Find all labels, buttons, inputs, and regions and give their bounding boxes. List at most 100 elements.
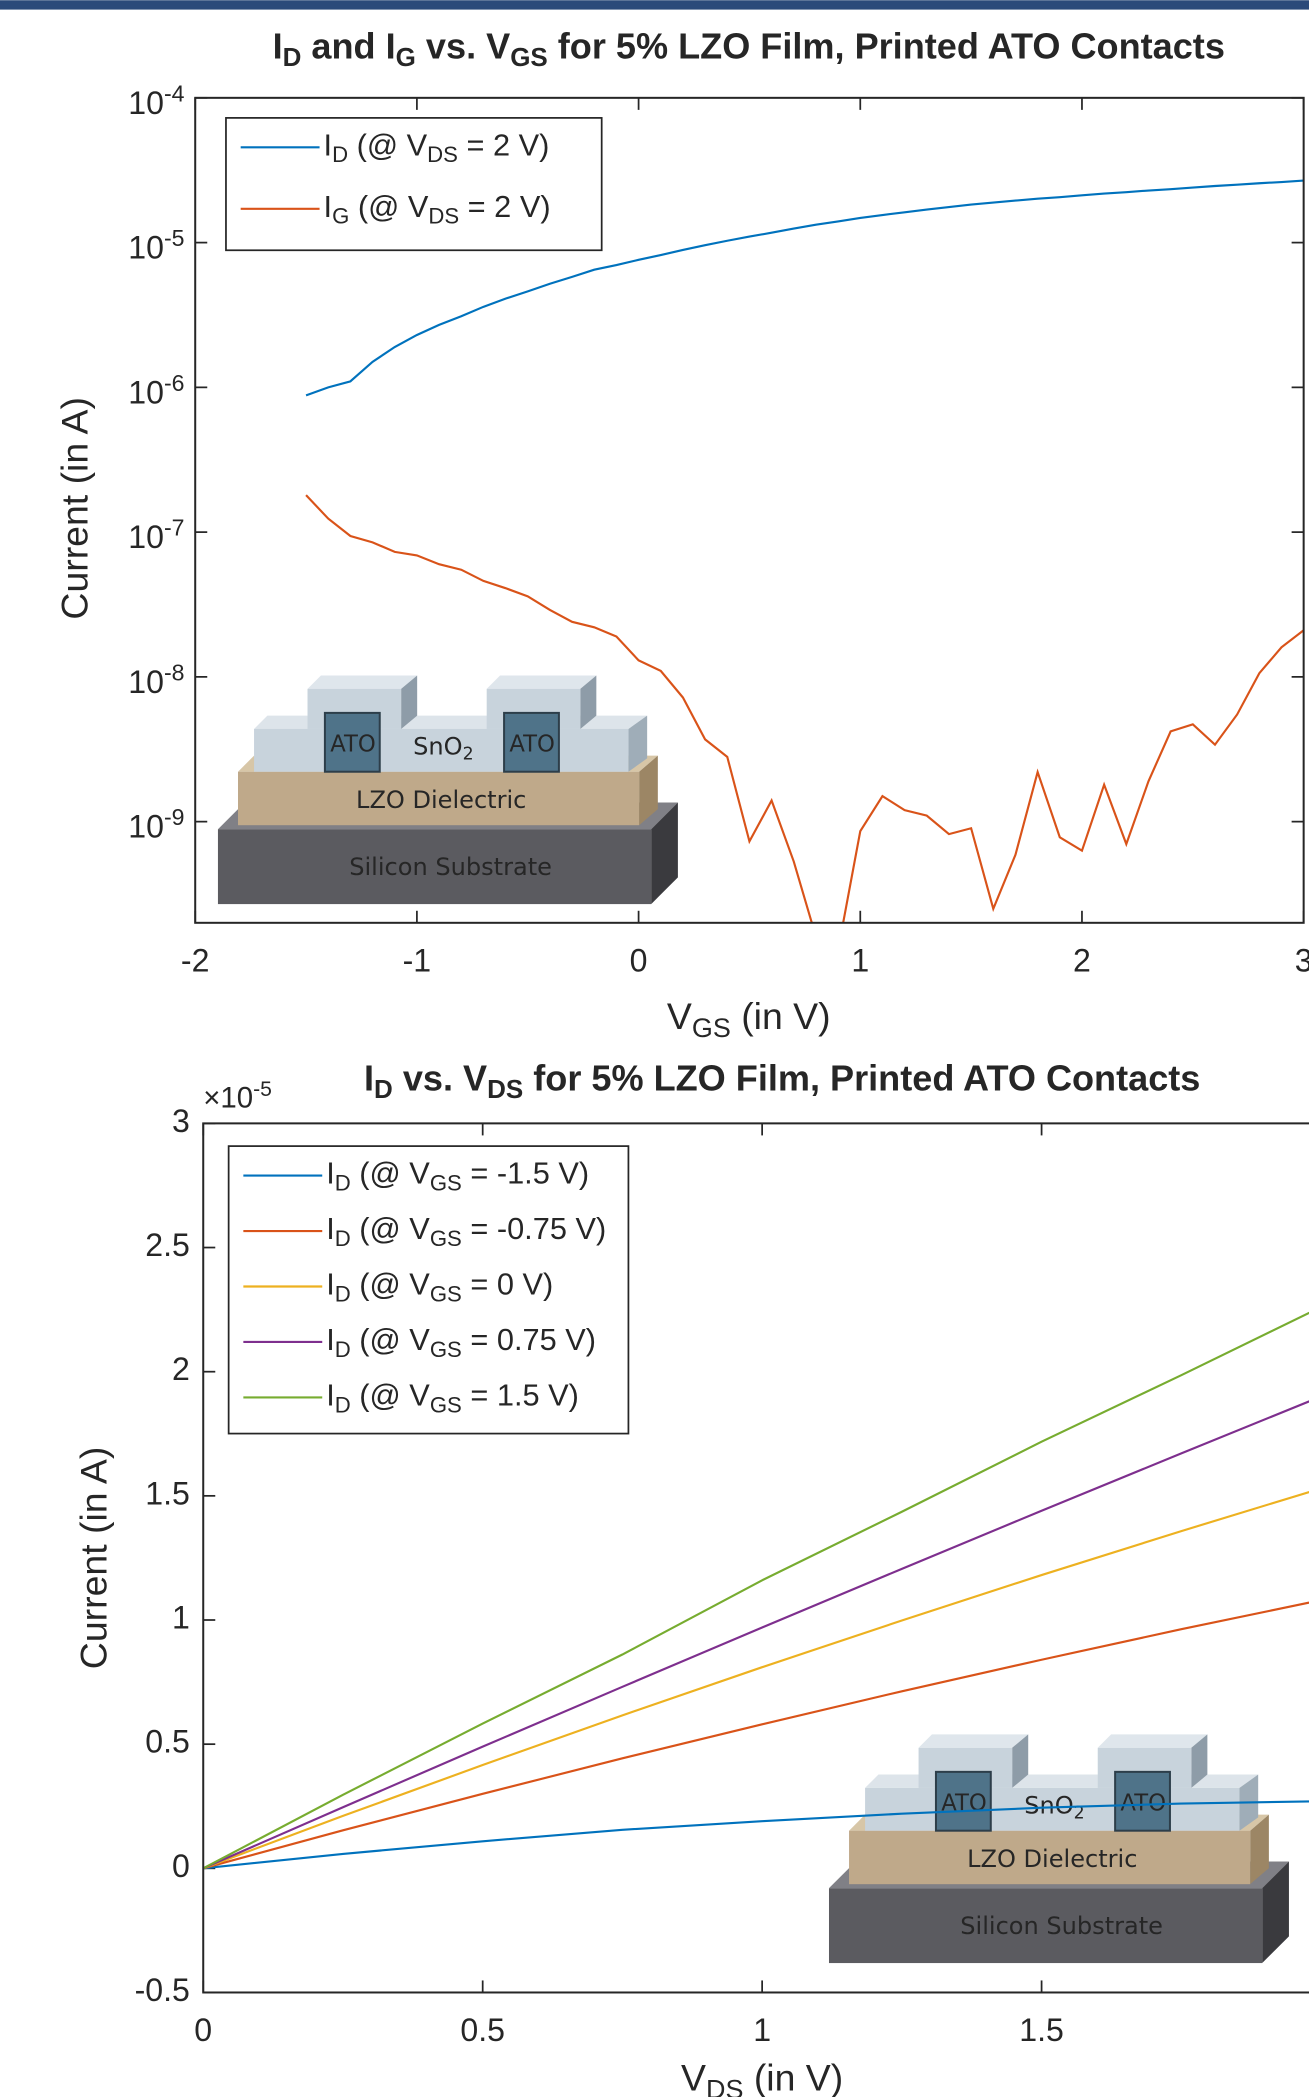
text-part: I <box>273 25 283 66</box>
text-part: and I <box>301 25 395 66</box>
text-part: I <box>326 1322 335 1357</box>
y-tick-label: 1.5 <box>145 1475 190 1511</box>
text-part: I <box>324 189 333 224</box>
subscript: D <box>335 1281 351 1306</box>
chart-title: ID and IG vs. VGS for 5% LZO Film, Print… <box>273 25 1225 72</box>
text-part: SnO <box>1024 1792 1073 1820</box>
subscript: -5 <box>253 1077 272 1100</box>
y-axis-label: Current (in A) <box>53 397 95 620</box>
text-part: V <box>681 2057 706 2097</box>
subscript: G <box>396 42 416 72</box>
subscript: DS <box>706 2075 743 2097</box>
substrate-label: Silicon Substrate <box>349 853 552 881</box>
text-part: = 2 V) <box>459 189 550 224</box>
text-part: = -1.5 V) <box>462 1156 589 1191</box>
text-part: V <box>667 995 692 1037</box>
x-tick-label: -1 <box>403 942 432 978</box>
contact-top <box>1098 1734 1208 1747</box>
subscript: GS <box>430 1392 462 1417</box>
x-tick-label: 3 <box>1295 942 1309 978</box>
x-tick-label: 2 <box>1073 942 1091 978</box>
subscript: -4 <box>164 81 185 107</box>
subscript: G <box>332 204 349 229</box>
text-part: I <box>326 1267 335 1302</box>
window-bar <box>0 0 1309 9</box>
page: {"chart_data":[ {"type":"line","log_y":t… <box>0 0 1309 2097</box>
subscript: GS <box>430 1226 462 1251</box>
y-tick-label: 0 <box>172 1848 190 1884</box>
x-tick-label: 1.5 <box>1019 2012 1064 2048</box>
y-axis-label: Current (in A) <box>72 1447 114 1670</box>
text-part: = -0.75 V) <box>462 1211 606 1246</box>
subscript: D <box>283 42 302 72</box>
text-part: I <box>326 1211 335 1246</box>
text-part: (@ V <box>348 127 428 162</box>
text-part: (in V) <box>731 995 831 1037</box>
text-part: (in V) <box>743 2057 843 2097</box>
subscript: DS <box>428 204 459 229</box>
subscript: -5 <box>164 225 185 251</box>
text-part: vs. V <box>416 25 510 66</box>
contact-label: ATO <box>509 731 555 757</box>
substrate-label: Silicon Substrate <box>960 1912 1163 1940</box>
text-part: = 0.75 V) <box>462 1322 596 1357</box>
text-part: (@ V <box>351 1211 431 1246</box>
contact-top <box>919 1734 1029 1747</box>
text-part: I <box>326 1378 335 1413</box>
subscript: DS <box>427 142 458 167</box>
subscript: GS <box>430 1281 462 1306</box>
text-part: (@ V <box>349 189 429 224</box>
text-part: = 2 V) <box>458 127 549 162</box>
subscript: D <box>335 1226 351 1251</box>
dielectric-label: LZO Dielectric <box>967 1845 1137 1873</box>
subscript: GS <box>510 42 548 72</box>
subscript: -6 <box>164 370 185 396</box>
x-tick-label: 0.5 <box>460 2012 505 2048</box>
text-part: 10 <box>128 809 164 845</box>
contact-label: ATO <box>330 731 376 757</box>
subscript: -8 <box>164 660 185 686</box>
text-part: (@ V <box>351 1378 431 1413</box>
y-tick-label: 3 <box>172 1103 190 1139</box>
text-part: I <box>364 1057 374 1098</box>
x-axis-label: VDS (in V) <box>681 2057 843 2097</box>
text-part: Current (in A) <box>53 397 95 620</box>
x-axis-label: VGS (in V) <box>667 995 831 1043</box>
subscript: DS <box>487 1074 523 1104</box>
text-part: for 5% LZO Film, Printed ATO Contacts <box>548 25 1225 66</box>
y-tick-label: 2.5 <box>145 1227 190 1263</box>
text-part: 10 <box>128 664 164 700</box>
figure: ATOATOSnO2LZO DielectricSilicon Substrat… <box>0 0 1309 2097</box>
text-part: 10 <box>128 85 164 121</box>
y-tick-label: -0.5 <box>135 1972 190 2008</box>
subscript: -9 <box>164 804 185 830</box>
text-part: I <box>326 1156 335 1191</box>
text-part: 10 <box>128 375 164 411</box>
y-tick-label: 0.5 <box>145 1724 190 1760</box>
text-part: 10 <box>128 230 164 266</box>
text-part: vs. V <box>393 1057 487 1098</box>
x-tick-label: 1 <box>851 942 869 978</box>
subscript: D <box>335 1337 351 1362</box>
text-part: ×10 <box>203 1081 253 1114</box>
subscript: D <box>332 142 348 167</box>
subscript: 2 <box>463 745 474 765</box>
x-tick-label: 1 <box>753 2012 771 2048</box>
text-part: Current (in A) <box>72 1447 114 1670</box>
subscript: GS <box>430 1170 462 1195</box>
subscript: GS <box>430 1337 462 1362</box>
text-part: SnO <box>413 733 462 761</box>
text-part: (@ V <box>351 1156 431 1191</box>
x-tick-label: 0 <box>630 942 648 978</box>
text-part: I <box>324 127 333 162</box>
y-tick-label: 1 <box>172 1599 190 1635</box>
legend-label: ID (@ VGS = 0.75 V) <box>326 1322 596 1362</box>
text-part: (@ V <box>351 1267 431 1302</box>
text-part: = 1.5 V) <box>462 1378 579 1413</box>
contact-top <box>308 675 418 688</box>
x-tick-label: 0 <box>194 2012 212 2048</box>
contact-top <box>487 675 597 688</box>
x-tick-label: -2 <box>181 942 210 978</box>
subscript: D <box>374 1074 393 1104</box>
subscript: GS <box>692 1013 731 1043</box>
